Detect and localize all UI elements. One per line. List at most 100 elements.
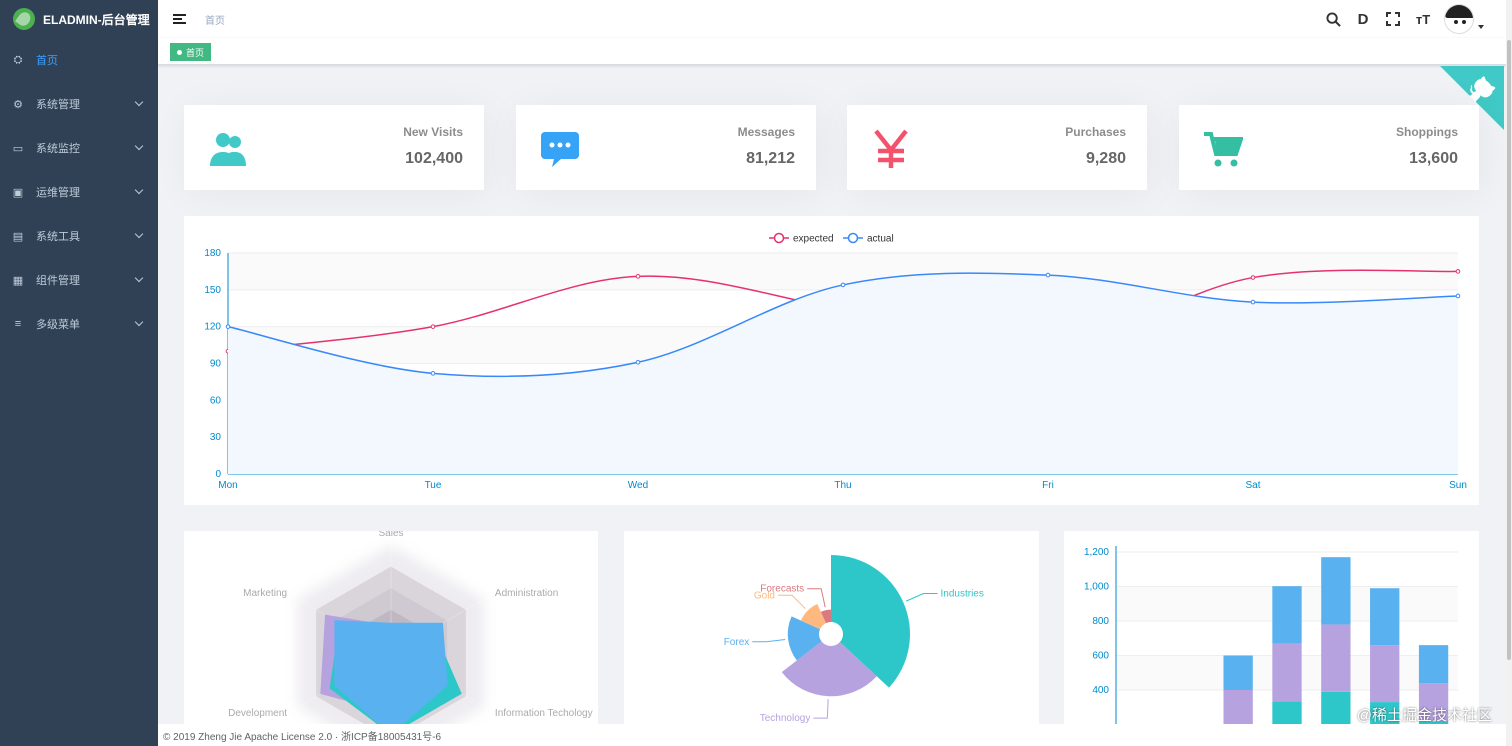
x-tick-label: Fri [1042,480,1054,491]
bar-pageA-sat [1370,702,1400,724]
users-icon [204,125,252,173]
pie-label-line [807,588,826,608]
y-tick-label: 1,000 [1084,582,1109,593]
sidebar-item-label: 系统监控 [36,143,80,155]
hamburger-icon[interactable] [173,13,186,25]
sidebar-item-0[interactable]: ⛭ 首页 [0,38,158,82]
sidebar-item-6[interactable]: ≡ 多级菜单 [0,302,158,346]
line-chart[interactable]: 0 30 60 90 120 150 180 Mon Tue Wed Thu Fri Sat Sun exp… [184,216,1479,505]
bar-pageC-sun [1418,645,1449,684]
font-size-icon[interactable]: ᴛT [1415,11,1431,27]
chevron-down-icon [134,141,144,151]
data-point-actual [635,359,641,365]
x-tick-label: Sat [1245,480,1260,491]
line-chart-card: 0 30 60 90 120 150 180 Mon Tue Wed Thu Fri Sat Sun exp… [184,216,1479,505]
panel-text: Messages 81,212 [738,125,795,168]
sidebar-menu: ⛭ 首页 ⚙ 系统管理 ▭ 系统监控 ▣ 运维管理 ▤ 系统工具 ▦ 组件管理 ≡ 多级菜单 [0,38,158,346]
tag-home[interactable]: 首页 [170,43,212,61]
panel-messages[interactable]: Messages 81,212 [516,105,816,190]
radar-chart-card: Sales Administration Information Techology… [184,531,598,724]
y-tick-label: 1,200 [1084,547,1109,558]
pie-slice-technology [781,641,877,697]
ops-icon: ▣ [12,186,24,199]
tags-view: 首页 [158,38,1506,65]
watermark: @稀土掘金技术社区 [1356,707,1492,724]
pie-label-line [905,592,938,602]
x-tick-label: Tue [425,480,442,491]
bar-pageB-wed [1223,690,1253,724]
fullscreen-icon[interactable] [1378,0,1408,38]
pie-chart-card: Industries Technology Forex Gold Forecasts [624,531,1039,724]
scrollbar-thumb[interactable] [1507,40,1511,660]
y-tick-label: 90 [210,359,222,370]
bar-chart-card: 400 600 800 1,000 1,200 [1064,531,1479,724]
document-icon[interactable]: D [1357,10,1369,28]
panel-label: Purchases [1065,125,1126,139]
pie-label-line [813,699,829,719]
radar-indicator-label: Development [228,708,287,719]
sidebar-item-1[interactable]: ⚙ 系统管理 [0,82,158,126]
legend-label: expected [793,234,834,245]
chevron-down-icon [134,317,144,327]
x-tick-label: Mon [218,480,237,491]
sidebar-item-label: 系统管理 [36,99,80,111]
bar-pageC-sat [1370,588,1400,646]
tools-icon: ▤ [12,230,24,243]
panel-label: New Visits [403,125,463,139]
navbar-right: D ᴛT [1318,0,1484,38]
menu-icon: ≡ [14,318,22,330]
bar-pageB-sun [1418,683,1449,722]
dashboard-icon: ⛭ [13,53,23,66]
message-icon [536,125,584,173]
breadcrumb[interactable]: 首页 [205,15,225,27]
sidebar-item-5[interactable]: ▦ 组件管理 [0,258,158,302]
data-point-actual [1250,299,1256,305]
x-tick-label: Thu [834,480,851,491]
sidebar-item-2[interactable]: ▭ 系统监控 [0,126,158,170]
footer-text: © 2019 Zheng Jie Apache License 2.0 · 浙I… [163,731,442,743]
yen-icon [867,125,915,173]
bar-pageB-fri [1321,624,1351,692]
navbar: 首页 D ᴛT [158,0,1506,38]
bar-pageA-sun [1418,721,1449,724]
data-point-actual [1455,293,1461,299]
bar-pageA-fri [1321,691,1351,724]
data-point-actual [1045,272,1051,278]
pie-slice-forecasts [820,609,831,624]
monitor-icon: ▭ [12,142,24,155]
y-tick-label: 400 [1092,685,1109,696]
legend-item-actual[interactable]: actual [843,232,894,245]
y-tick-label: 180 [204,248,221,259]
sidebar-item-3[interactable]: ▣ 运维管理 [0,170,158,214]
dot-icon [177,49,182,55]
sidebar-item-label: 首页 [36,55,58,67]
caret-down-icon[interactable] [1478,25,1484,29]
search-icon[interactable] [1318,0,1348,38]
github-corner-icon[interactable] [1440,66,1504,130]
app-title: ELADMIN-后台管理 [43,12,150,27]
bar-pageB-sat [1370,645,1400,703]
panel-purchases[interactable]: Purchases 9,280 [847,105,1147,190]
radar-indicator-label: Sales [378,531,403,539]
bar-chart[interactable]: 400 600 800 1,000 1,200 [1064,531,1479,724]
sidebar-item-4[interactable]: ▤ 系统工具 [0,214,158,258]
radar-indicator-label: Administration [495,588,558,599]
pie-slice-gold [800,604,827,630]
scrollbar[interactable] [1506,0,1512,746]
logo[interactable]: ELADMIN-后台管理 [0,0,158,38]
pie-label: Forecasts [760,584,804,595]
panel-text: Purchases 9,280 [1065,125,1126,168]
bar-pageC-fri [1321,557,1351,625]
data-point-actual [225,324,231,329]
panel-new-visits[interactable]: New Visits 102,400 [184,105,484,190]
legend-item-expected[interactable]: expected [769,232,834,245]
chevron-down-icon [134,185,144,195]
avatar[interactable] [1444,4,1474,34]
bar-pageB-thu [1272,643,1302,702]
pie-label-line [752,639,786,643]
radar-chart[interactable]: Sales Administration Information Techology… [184,531,598,724]
panel-shoppings[interactable]: Shoppings 13,600 [1179,105,1479,190]
pie-label: Technology [760,713,811,724]
data-point-expected [1250,275,1256,280]
